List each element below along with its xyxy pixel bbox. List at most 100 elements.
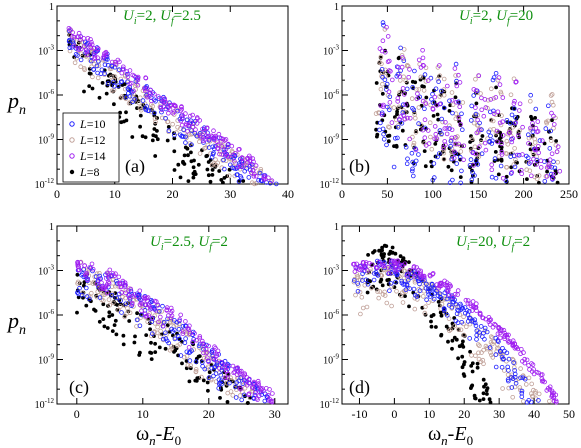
data-point bbox=[550, 102, 556, 108]
data-point bbox=[159, 107, 165, 112]
data-point bbox=[238, 386, 243, 392]
data-point bbox=[156, 94, 161, 99]
data-point bbox=[100, 81, 105, 85]
data-point bbox=[357, 289, 363, 295]
data-point bbox=[428, 102, 433, 108]
data-point bbox=[534, 369, 540, 375]
data-point bbox=[252, 390, 258, 396]
data-point bbox=[420, 47, 425, 53]
data-point bbox=[485, 392, 489, 396]
data-point bbox=[359, 267, 365, 273]
data-point bbox=[429, 282, 435, 287]
data-point bbox=[226, 141, 231, 147]
data-point bbox=[455, 307, 460, 313]
data-point bbox=[155, 302, 161, 308]
data-point bbox=[389, 77, 395, 83]
data-point bbox=[172, 327, 177, 333]
data-point bbox=[490, 77, 496, 83]
data-point bbox=[490, 138, 495, 144]
data-point bbox=[166, 110, 171, 116]
data-point bbox=[549, 92, 555, 97]
data-point bbox=[401, 92, 407, 97]
data-point bbox=[138, 113, 143, 118]
data-point bbox=[441, 76, 447, 82]
data-point bbox=[205, 380, 210, 385]
data-point bbox=[373, 111, 379, 116]
data-point bbox=[456, 141, 461, 147]
data-point bbox=[437, 94, 442, 99]
data-point bbox=[499, 328, 505, 333]
data-point bbox=[537, 180, 541, 185]
data-point bbox=[421, 88, 427, 93]
data-point bbox=[479, 350, 484, 355]
data-point bbox=[160, 303, 165, 309]
data-point bbox=[545, 118, 551, 124]
data-point bbox=[432, 94, 438, 100]
data-point bbox=[128, 288, 134, 294]
data-point bbox=[125, 79, 130, 85]
data-point bbox=[78, 46, 84, 52]
data-point bbox=[159, 309, 165, 314]
data-point bbox=[172, 350, 176, 354]
data-point bbox=[473, 323, 479, 329]
data-point bbox=[101, 317, 106, 321]
data-point bbox=[217, 169, 222, 173]
y-tick-label: 10-12 bbox=[35, 397, 55, 411]
data-point bbox=[477, 310, 483, 316]
data-point bbox=[385, 264, 391, 270]
legend-label: L=8 bbox=[79, 165, 99, 179]
x-tick-label: 50 bbox=[381, 187, 393, 201]
data-point bbox=[124, 110, 128, 115]
data-point bbox=[409, 168, 415, 174]
data-point bbox=[200, 363, 205, 369]
data-point bbox=[116, 291, 122, 297]
data-point bbox=[386, 139, 391, 144]
data-point bbox=[551, 172, 557, 177]
data-point bbox=[435, 76, 441, 82]
data-point bbox=[458, 180, 464, 186]
data-point bbox=[210, 173, 215, 177]
data-point bbox=[185, 326, 191, 331]
data-point bbox=[395, 261, 401, 266]
data-point bbox=[458, 121, 463, 127]
data-point bbox=[458, 149, 464, 154]
y-tick-label: 1 bbox=[49, 2, 54, 13]
data-point bbox=[400, 300, 406, 305]
data-point bbox=[373, 270, 379, 275]
data-point bbox=[119, 79, 125, 84]
data-point bbox=[489, 174, 495, 180]
data-point bbox=[184, 359, 189, 363]
data-point bbox=[228, 162, 233, 168]
data-point bbox=[172, 149, 177, 154]
data-point bbox=[175, 343, 180, 349]
data-point bbox=[434, 136, 440, 142]
data-point bbox=[487, 345, 493, 350]
data-point bbox=[474, 337, 479, 342]
data-point bbox=[138, 124, 143, 129]
data-point bbox=[216, 377, 222, 383]
data-point bbox=[463, 297, 469, 303]
data-point bbox=[191, 175, 196, 180]
data-point bbox=[206, 375, 212, 381]
data-point bbox=[153, 119, 158, 125]
data-point bbox=[488, 334, 494, 340]
data-point bbox=[488, 117, 494, 123]
data-point bbox=[439, 313, 444, 318]
x-tick-label: 0 bbox=[339, 187, 345, 201]
data-point bbox=[471, 120, 477, 126]
data-point bbox=[452, 323, 458, 329]
panel-a: 0 10 20 30 40 10-12 10-9 10-6 10-3 1 Ui=2, Uf=2.5… bbox=[35, 2, 294, 201]
data-point bbox=[269, 178, 275, 184]
data-point bbox=[79, 51, 84, 56]
data-point bbox=[470, 299, 476, 304]
data-point bbox=[382, 49, 388, 55]
data-point bbox=[410, 173, 416, 179]
data-point bbox=[200, 341, 205, 347]
data-point bbox=[218, 372, 224, 378]
data-point bbox=[472, 144, 478, 150]
data-point bbox=[222, 166, 227, 172]
data-point bbox=[121, 66, 126, 72]
data-point bbox=[119, 120, 124, 125]
data-point bbox=[427, 272, 433, 278]
data-point bbox=[512, 368, 517, 373]
